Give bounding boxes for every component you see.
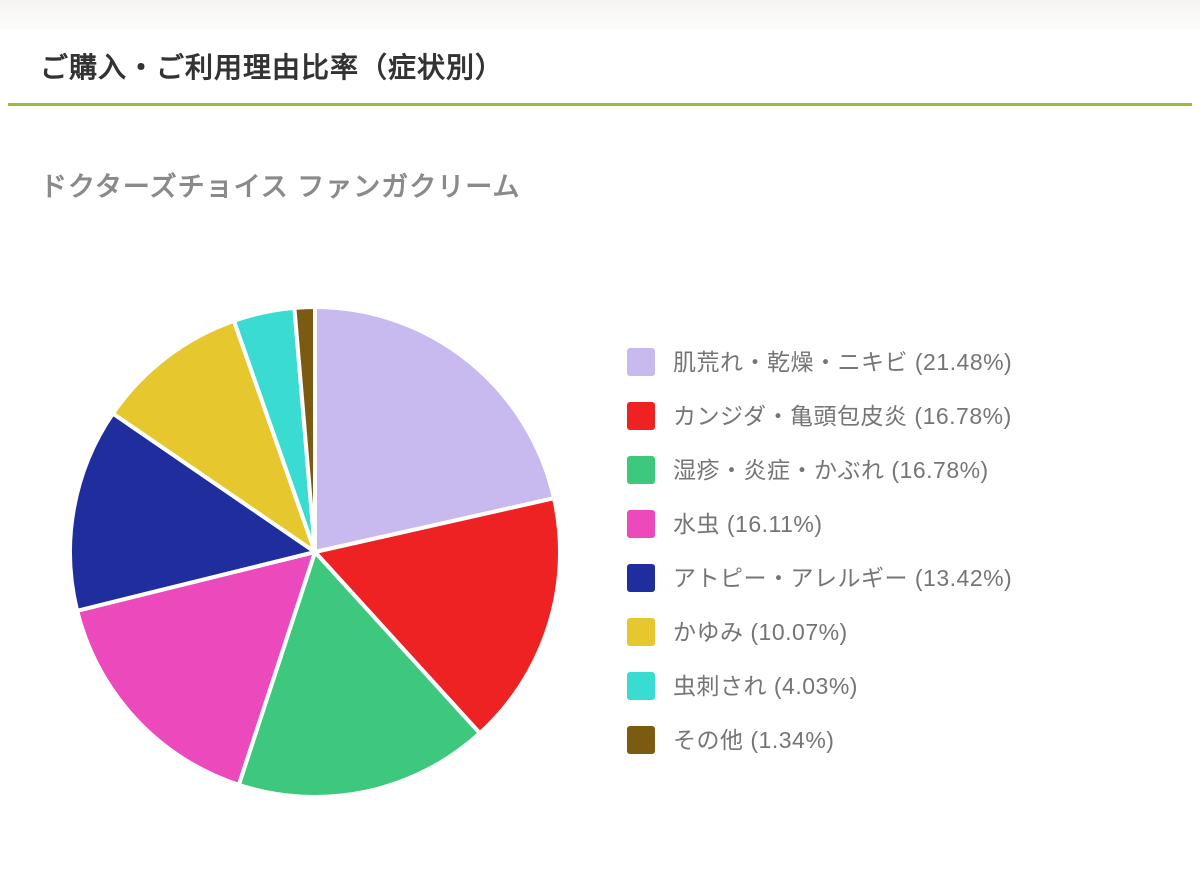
- legend-swatch: [627, 618, 655, 646]
- legend-swatch: [627, 726, 655, 754]
- chart-title: ドクターズチョイス ファンガクリーム: [40, 172, 521, 202]
- header-divider: [8, 103, 1192, 106]
- chart-legend: 肌荒れ・乾燥・ニキビ (21.48%) カンジダ・亀頭包皮炎 (16.78%) 湿疹…: [627, 348, 1012, 780]
- legend-label: 肌荒れ・乾燥・ニキビ (21.48%): [673, 349, 1013, 375]
- pie-slice-8: [292, 305, 317, 554]
- pie-slice-6: [110, 318, 317, 554]
- pie-slice-1: [313, 305, 557, 554]
- pie-slice-5: [68, 411, 317, 613]
- pie-chart: [68, 305, 562, 799]
- legend-label: 虫刺され (4.03%): [673, 673, 858, 699]
- legend-label: その他 (1.34%): [673, 727, 835, 753]
- legend-item: かゆみ (10.07%): [627, 618, 1012, 646]
- legend-swatch: [627, 510, 655, 538]
- legend-label: かゆみ (10.07%): [673, 619, 848, 645]
- page-header: ご購入・ご利用理由比率（症状別）: [0, 48, 1200, 106]
- pie-slice-2: [313, 496, 562, 736]
- legend-item: 肌荒れ・乾燥・ニキビ (21.48%): [627, 348, 1012, 376]
- legend-swatch: [627, 564, 655, 592]
- pie-slice-4: [75, 550, 317, 787]
- legend-item: 湿疹・炎症・かぶれ (16.78%): [627, 456, 1012, 484]
- legend-label: 水虫 (16.11%): [673, 511, 823, 537]
- page-title: ご購入・ご利用理由比率（症状別）: [40, 52, 505, 83]
- pie-slice-3: [236, 550, 482, 799]
- legend-swatch: [627, 456, 655, 484]
- legend-swatch: [627, 672, 655, 700]
- legend-swatch: [627, 402, 655, 430]
- chart-area: 肌荒れ・乾燥・ニキビ (21.48%) カンジダ・亀頭包皮炎 (16.78%) 湿疹…: [65, 302, 1200, 802]
- legend-item: その他 (1.34%): [627, 726, 1012, 754]
- top-margin-strip: [0, 0, 1200, 30]
- legend-item: 水虫 (16.11%): [627, 510, 1012, 538]
- legend-item: カンジダ・亀頭包皮炎 (16.78%): [627, 402, 1012, 430]
- legend-item: 虫刺され (4.03%): [627, 672, 1012, 700]
- legend-item: アトピー・アレルギー (13.42%): [627, 564, 1012, 592]
- legend-label: アトピー・アレルギー (13.42%): [673, 565, 1013, 591]
- legend-swatch: [627, 348, 655, 376]
- legend-label: 湿疹・炎症・かぶれ (16.78%): [673, 457, 989, 483]
- legend-label: カンジダ・亀頭包皮炎 (16.78%): [673, 403, 1012, 429]
